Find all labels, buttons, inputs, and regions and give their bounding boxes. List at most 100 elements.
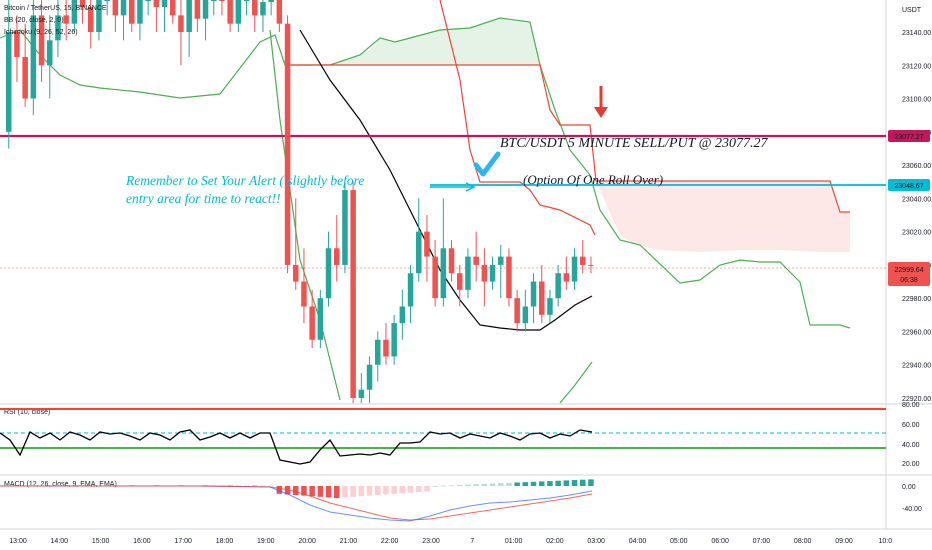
- svg-text:22999.64: 22999.64: [894, 267, 923, 274]
- candle: [407, 264, 414, 324]
- candle: [186, 0, 192, 57]
- candle: [219, 0, 225, 16]
- bollinger-basis: [299, 29, 593, 331]
- macd-bar: [457, 484, 463, 486]
- candle: [30, 0, 37, 116]
- candle: [235, 0, 242, 32]
- candle: [506, 248, 512, 307]
- candle: [252, 0, 258, 32]
- macd-bar: [407, 486, 414, 493]
- candle: [539, 264, 545, 324]
- macd-bar: [375, 486, 381, 495]
- time-axis[interactable]: 13:00 14:00 15:00 16:00 17:00 18:00 19:00 20:00…: [9, 538, 892, 545]
- candle: [55, 0, 61, 57]
- macd-bar: [301, 486, 307, 496]
- candle: [489, 256, 496, 290]
- candle: [260, 0, 266, 32]
- candle: [588, 256, 594, 274]
- candle: [383, 323, 389, 365]
- symbol-legend[interactable]: Bitcoin / TetherUS, 15, BINANCE: [4, 5, 107, 12]
- rsi-line: [0, 429, 593, 465]
- candle: [563, 256, 570, 290]
- macd-bar: [284, 486, 291, 495]
- price-tick-label: 23020.00: [902, 230, 931, 237]
- macd-bar: [432, 486, 438, 487]
- macd-bar: [465, 484, 471, 486]
- candle: [47, 15, 53, 99]
- ichimoku-tenkan-low: [269, 29, 341, 401]
- time-tick-label: 04:00: [629, 538, 647, 545]
- candle: [153, 0, 160, 32]
- macd-bar: [268, 485, 274, 487]
- time-tick-label: 23:00: [422, 538, 440, 545]
- candle: [79, 0, 86, 24]
- ichimoku-kijun: [439, 0, 596, 236]
- candle: [366, 356, 373, 403]
- time-tick-label: 06:00: [711, 538, 729, 545]
- candle: [547, 289, 553, 324]
- time-tick-label: 07:00: [753, 538, 771, 545]
- svg-text:23048.67: 23048.67: [894, 183, 923, 190]
- candle: [473, 231, 479, 282]
- candle: [268, 0, 274, 16]
- macd-bar: [317, 486, 324, 497]
- macd-bar: [334, 486, 340, 498]
- macd-bar: [588, 479, 594, 486]
- macd-bar: [506, 482, 512, 486]
- option-annotation: (Option Of One Roll Over): [523, 172, 663, 187]
- pointer-arrow-icon: [430, 182, 476, 192]
- time-tick-label: 15:00: [92, 538, 110, 545]
- price-tick-label: 22960.00: [902, 329, 931, 336]
- ichimoku-legend[interactable]: Ichimoku (9, 26, 52, 26): [4, 29, 78, 36]
- price-tick-label: 23040.00: [902, 196, 931, 203]
- alert-reminder-line1: Remember to Set Your Alert ( slightly be…: [125, 173, 364, 188]
- time-tick-label: 01:00: [505, 538, 523, 545]
- macd-bar: [252, 485, 258, 486]
- candle: [416, 198, 422, 282]
- macd-bar: [555, 480, 561, 486]
- candle: [555, 264, 561, 307]
- ichimoku-senkou-a: [0, 17, 851, 329]
- rsi-legend[interactable]: RSI (10, close): [4, 409, 50, 416]
- macd-bar: [243, 485, 250, 487]
- candle: [104, 0, 110, 16]
- macd-bar: [522, 482, 529, 486]
- time-tick-label: 17:00: [174, 538, 192, 545]
- candle: [6, 0, 12, 149]
- candle: [243, 0, 250, 16]
- candle: [432, 239, 438, 307]
- candle: [325, 231, 332, 307]
- price-tick-label: 22980.00: [902, 296, 931, 303]
- candle: [457, 264, 463, 307]
- price-axis[interactable]: 23140.0023120.0023100.0023080.0023060.00…: [902, 30, 931, 403]
- macd-legend[interactable]: MACD (12, 26, close, 9, EMA, EMA): [4, 481, 117, 488]
- bb-legend[interactable]: BB (20, close, 2, 0): [4, 17, 64, 24]
- candle: [38, 0, 45, 82]
- price-tick-label: 23100.00: [902, 97, 931, 104]
- ichimoku-cloud-future: [596, 181, 850, 252]
- time-tick-label: 20:00: [298, 538, 316, 545]
- macd-tick-label: 0.00: [902, 484, 916, 491]
- sell-annotation-title: BTC/USDT 5 MINUTE SELL/PUT @ 23077.27: [500, 136, 769, 151]
- candle: [498, 244, 504, 299]
- candle: [129, 0, 135, 32]
- candle: [350, 181, 356, 403]
- candle: [530, 273, 537, 324]
- macd-bar: [580, 479, 586, 486]
- candle: [178, 0, 184, 66]
- candle: [375, 331, 381, 382]
- time-tick-label: 22:00: [381, 538, 399, 545]
- candle: [63, 0, 69, 41]
- candle: [227, 0, 233, 32]
- candle: [301, 248, 307, 324]
- rsi-axis[interactable]: 80.00 60.00 40.00 20.00: [902, 402, 920, 468]
- macd-axis[interactable]: 0.00 -40.00: [902, 484, 922, 513]
- time-tick-label: 14:00: [51, 538, 69, 545]
- macd-bar: [530, 481, 537, 486]
- candle: [391, 314, 397, 365]
- macd-bar: [416, 486, 422, 492]
- time-tick-label: 10:0: [878, 538, 892, 545]
- macd-bar: [227, 485, 233, 486]
- macd-bar: [391, 486, 397, 494]
